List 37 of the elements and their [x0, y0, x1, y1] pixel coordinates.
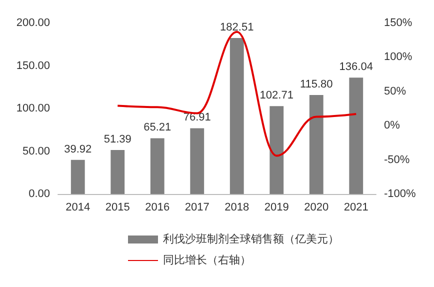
y-tick-label: 0.00: [28, 188, 50, 200]
bar: [150, 138, 164, 194]
legend-label: 利伐沙班制剂全球销售额（亿美元）: [163, 232, 339, 246]
bar: [230, 38, 244, 194]
y-tick-label: 50.00: [22, 145, 50, 158]
data-label: 136.04: [339, 61, 373, 74]
data-label: 51.39: [104, 134, 132, 146]
data-label: 115.80: [300, 78, 333, 90]
data-label: 102.71: [260, 90, 294, 102]
bar: [110, 150, 125, 194]
x-tick-label: 2019: [264, 202, 289, 214]
data-label: 76.91: [183, 112, 211, 124]
y-tick-label: 150.00: [16, 60, 50, 72]
x-tick-label: 2020: [304, 202, 329, 214]
y2-tick-label: -50%: [384, 154, 410, 166]
x-tick-label: 2021: [344, 202, 368, 214]
x-tick-label: 2018: [224, 202, 250, 214]
y-tick-label: 100.00: [16, 102, 50, 114]
bar: [349, 78, 364, 194]
y-tick-label: 200.00: [16, 17, 50, 29]
y2-tick-label: 150%: [384, 17, 412, 29]
legend-label: 同比增长（右轴）: [163, 254, 251, 266]
data-label: 65.21: [144, 122, 172, 134]
x-tick-label: 2017: [184, 202, 210, 214]
bar: [309, 94, 324, 194]
data-label: 182.51: [220, 21, 254, 34]
bar: [70, 160, 85, 194]
bar: [190, 128, 204, 194]
x-tick-label: 2016: [145, 202, 170, 214]
y2-tick-label: 100%: [384, 51, 412, 64]
data-label: 39.92: [64, 143, 92, 156]
bar: [270, 106, 284, 194]
y2-tick-label: 50%: [384, 85, 406, 98]
x-tick-label: 2014: [66, 202, 90, 214]
x-tick-label: 2015: [105, 202, 130, 214]
y2-tick-label: -100%: [384, 188, 416, 200]
y2-tick-label: 0%: [384, 120, 400, 132]
